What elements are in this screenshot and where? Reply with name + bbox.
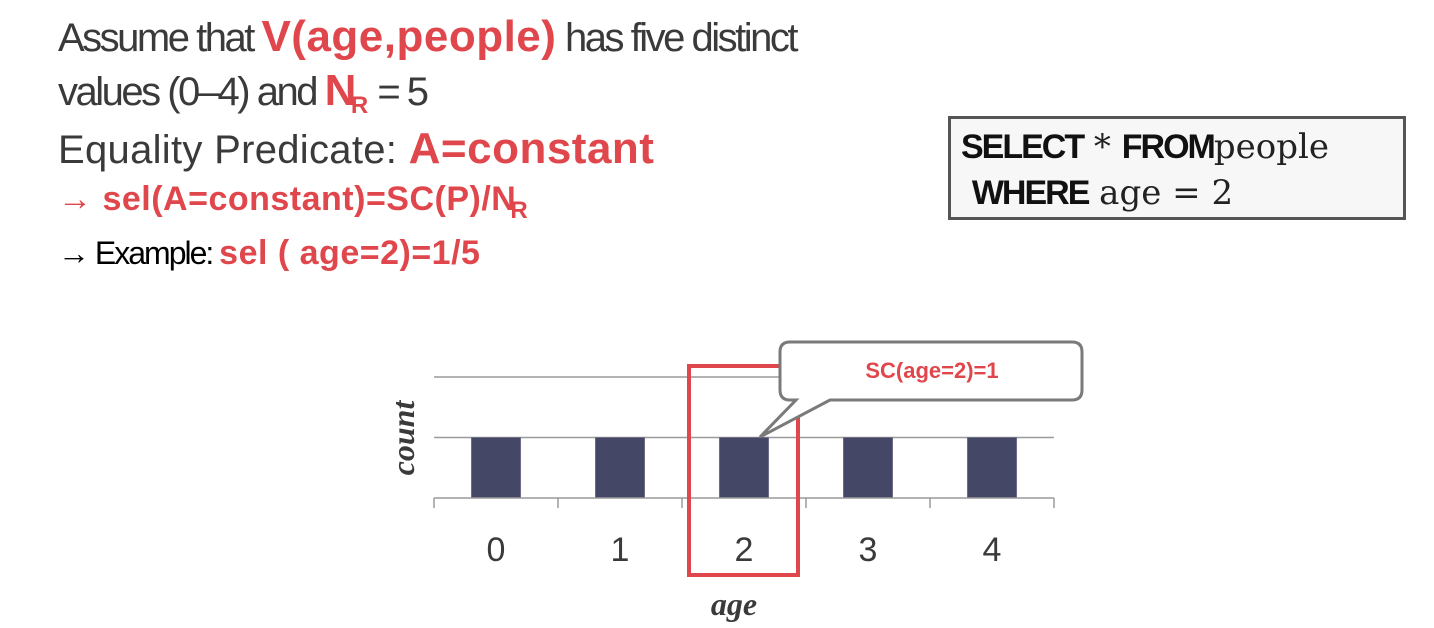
callout-bubble — [758, 340, 1084, 439]
bar-1 — [595, 437, 645, 498]
line-equality: Equality Predicate: A=constant — [58, 124, 654, 174]
bar-3 — [843, 437, 893, 498]
sql-star: * — [1083, 127, 1122, 167]
a-constant: A=constant — [408, 124, 655, 173]
sql-line-1: SELECT * FROMpeople — [961, 127, 1393, 173]
line-values: values (0–4) and NR = 5 — [58, 66, 429, 120]
sel-formula-subscript: R — [510, 197, 529, 224]
bar-4 — [967, 437, 1017, 498]
sql-box: SELECT * FROMpeople WHERE age = 2 — [948, 116, 1406, 220]
v-age-people: V(age,people) — [261, 12, 557, 61]
line-assume: Assume that V(age,people) has five disti… — [58, 12, 799, 62]
bar-0 — [471, 437, 521, 498]
highlight-box — [687, 364, 800, 577]
equality-text: Equality Predicate: — [58, 128, 409, 172]
y-axis-label: count — [385, 400, 421, 476]
line-sel-formula: → sel(A=constant)=SC(P)/NR — [58, 180, 528, 225]
x-tick-label: 3 — [859, 531, 878, 569]
x-tick-label: 2 — [735, 531, 754, 569]
bars — [471, 437, 1017, 498]
assume-text: Assume that — [58, 16, 262, 60]
five-distinct-text: has five distinct — [556, 16, 798, 60]
x-tick-label: 4 — [983, 531, 1002, 569]
x-axis-label: age — [711, 586, 757, 622]
line-example: → Example: sel ( age=2)=1/5 — [58, 234, 480, 273]
nr-symbol: N — [324, 66, 357, 115]
sql-line-2: WHERE age = 2 — [961, 173, 1393, 219]
example-label: → Example: — [58, 235, 220, 271]
x-tick-label: 0 — [487, 531, 506, 569]
nr-value: = 5 — [368, 70, 429, 114]
bar-2 — [719, 437, 769, 498]
sql-select: SELECT — [961, 128, 1085, 166]
x-axis: 0 1 2 3 4 — [433, 497, 1055, 569]
x-tick-label: 1 — [611, 531, 630, 569]
values-text: values (0–4) and — [58, 70, 325, 114]
example-value: sel ( age=2)=1/5 — [219, 234, 481, 272]
sql-from: FROM — [1121, 128, 1216, 166]
nr-subscript: R — [350, 92, 369, 119]
callout-text: SC(age=2)=1 — [865, 358, 998, 383]
sel-formula: → sel(A=constant)=SC(P)/N — [58, 180, 517, 218]
sql-where: WHERE — [971, 174, 1091, 212]
sql-condition: age = 2 — [1088, 173, 1234, 213]
sql-table: people — [1213, 127, 1329, 167]
